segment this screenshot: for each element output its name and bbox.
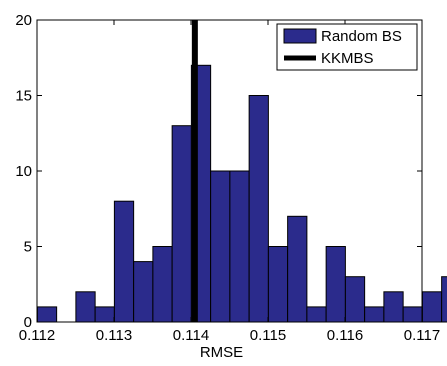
- histogram-bar: [152, 246, 173, 323]
- histogram-bar: [402, 306, 423, 323]
- histogram-bar: [325, 246, 346, 323]
- legend-swatch-random-bs: [283, 28, 317, 44]
- histogram-bar: [248, 95, 269, 323]
- y-tick-label: 10: [15, 163, 32, 180]
- x-tick-label: 0.116: [327, 327, 363, 344]
- histogram-bar: [441, 276, 447, 323]
- y-tick-label: 5: [24, 239, 32, 256]
- ticks-layer: 0.112 0.113 0.114 0.115 0.116 0.117 0 5 10 15 20: [15, 12, 440, 344]
- x-tick-label: 0.112: [19, 327, 55, 344]
- histogram-bar: [36, 306, 58, 323]
- histogram-bar: [171, 125, 192, 323]
- x-tick-label: 0.113: [96, 327, 132, 344]
- y-tick-label: 15: [15, 88, 32, 105]
- x-tick-label: 0.115: [250, 327, 286, 344]
- x-tick-label: 0.114: [173, 327, 209, 344]
- histogram-bar: [229, 170, 250, 323]
- histogram-bar: [210, 170, 231, 323]
- x-axis-label: RMSE: [200, 344, 243, 361]
- histogram-bar: [94, 306, 115, 323]
- histogram-bar: [344, 276, 366, 323]
- x-tick-label: 0.117: [404, 327, 440, 344]
- histogram-bar: [287, 215, 308, 323]
- histogram-bar: [383, 291, 404, 323]
- histogram-bar: [306, 306, 327, 323]
- histogram-bar: [75, 291, 96, 323]
- legend-label-random-bs: Random BS: [321, 28, 402, 45]
- legend: Random BS KKMBS: [276, 23, 418, 71]
- legend-label-kkmbs: KKMBS: [321, 50, 374, 67]
- y-tick-label: 0: [24, 314, 32, 331]
- histogram-bar: [421, 291, 443, 323]
- histogram-bar: [267, 246, 289, 323]
- histogram-bar: [364, 306, 385, 323]
- histogram-bar: [133, 261, 154, 323]
- histogram-bar: [113, 200, 135, 323]
- y-tick-label: 20: [15, 12, 32, 29]
